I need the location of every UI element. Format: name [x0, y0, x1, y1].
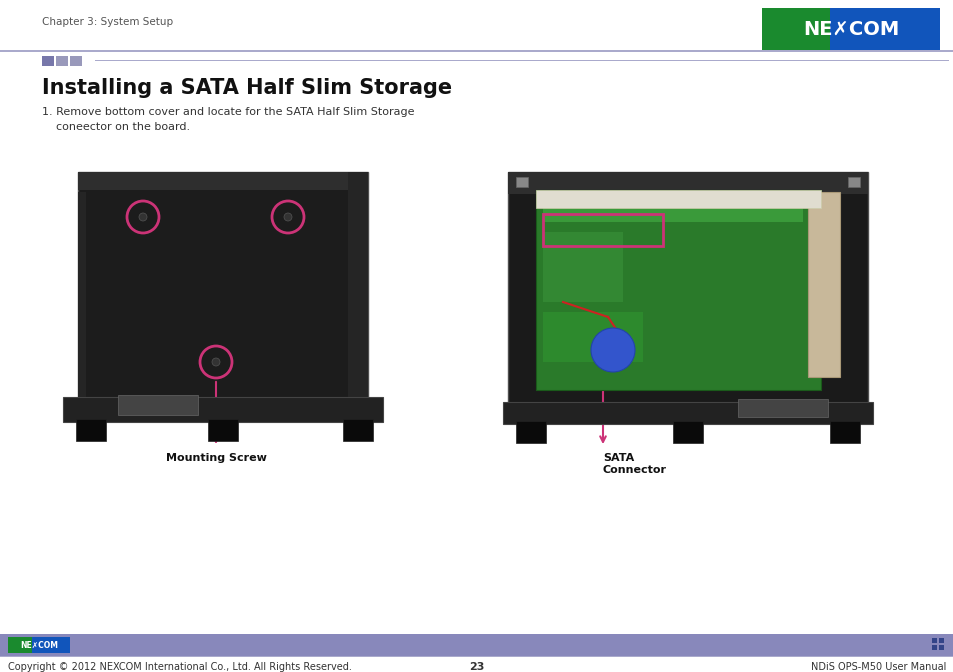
Bar	[118, 395, 198, 415]
Text: Chapter 3: System Setup: Chapter 3: System Setup	[42, 17, 172, 27]
Bar	[931, 638, 936, 643]
Text: 23: 23	[469, 662, 484, 672]
Text: NE✗COM: NE✗COM	[802, 19, 898, 38]
Bar	[78, 172, 368, 190]
Bar	[0, 656, 953, 657]
Bar	[343, 419, 373, 441]
Bar	[847, 177, 859, 187]
Bar	[807, 192, 840, 377]
Bar	[0, 50, 953, 52]
Bar	[507, 172, 867, 194]
Bar	[8, 637, 31, 653]
Bar	[938, 645, 943, 650]
Bar	[829, 8, 939, 50]
Bar	[42, 56, 54, 66]
Bar	[672, 421, 702, 443]
Text: coneector on the board.: coneector on the board.	[42, 122, 190, 132]
Bar	[348, 172, 368, 407]
Bar	[70, 56, 82, 66]
Bar	[516, 421, 545, 443]
Bar	[56, 56, 68, 66]
Bar	[208, 419, 237, 441]
Bar	[31, 637, 70, 653]
Bar	[931, 645, 936, 650]
Bar	[78, 192, 86, 397]
Circle shape	[590, 328, 635, 372]
Bar	[829, 421, 859, 443]
Bar	[502, 402, 872, 424]
Bar	[536, 190, 821, 208]
Text: Copyright © 2012 NEXCOM International Co., Ltd. All Rights Reserved.: Copyright © 2012 NEXCOM International Co…	[8, 662, 352, 672]
Bar	[761, 8, 829, 50]
Bar	[516, 177, 527, 187]
Text: Installing a SATA Half Slim Storage: Installing a SATA Half Slim Storage	[42, 78, 452, 98]
Bar	[536, 190, 821, 390]
Bar	[542, 194, 802, 222]
Text: NE✗COM: NE✗COM	[20, 640, 58, 650]
Bar	[542, 312, 642, 362]
Bar	[63, 397, 382, 422]
Text: NDiS OPS-M50 User Manual: NDiS OPS-M50 User Manual	[810, 662, 945, 672]
Bar	[507, 172, 867, 412]
Bar	[0, 634, 953, 656]
Bar	[542, 214, 662, 246]
Text: 1. Remove bottom cover and locate for the SATA Half Slim Storage: 1. Remove bottom cover and locate for th…	[42, 107, 414, 117]
Bar	[78, 172, 368, 407]
Bar	[938, 638, 943, 643]
Bar	[738, 399, 827, 417]
Bar	[95, 60, 948, 61]
Text: Connector: Connector	[602, 465, 666, 475]
Bar	[76, 419, 106, 441]
Text: SATA: SATA	[602, 453, 634, 463]
Circle shape	[139, 213, 147, 221]
Bar	[761, 8, 939, 50]
Circle shape	[212, 358, 220, 366]
Text: Mounting Screw: Mounting Screw	[166, 453, 266, 463]
Bar	[542, 232, 622, 302]
Circle shape	[284, 213, 292, 221]
